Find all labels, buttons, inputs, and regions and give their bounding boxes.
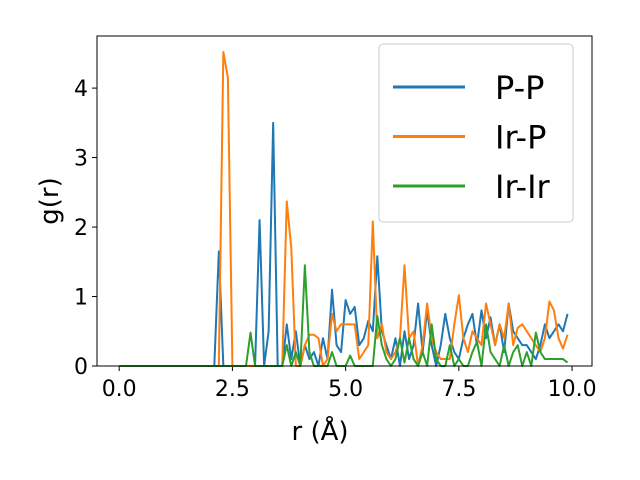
- legend-label: P-P: [495, 69, 544, 107]
- y-tick-label: 3: [74, 147, 88, 172]
- x-tick-label: 10.0: [548, 377, 597, 402]
- plot-frame: [96, 35, 593, 367]
- legend-label: Ir-Ir: [495, 168, 551, 206]
- x-tick-label: 5.0: [328, 377, 363, 402]
- y-axis-label: g(r): [35, 177, 65, 224]
- x-axis-label: r (Å): [291, 415, 348, 447]
- x-tick-label: 2.5: [215, 377, 250, 402]
- x-tick-label: 7.5: [441, 377, 476, 402]
- y-tick-label: 0: [74, 355, 88, 380]
- y-tick-label: 4: [74, 77, 88, 102]
- y-tick-label: 1: [74, 286, 88, 311]
- legend-label: Ir-P: [495, 119, 546, 157]
- y-tick-label: 2: [74, 216, 88, 241]
- x-tick-label: 0.0: [102, 377, 137, 402]
